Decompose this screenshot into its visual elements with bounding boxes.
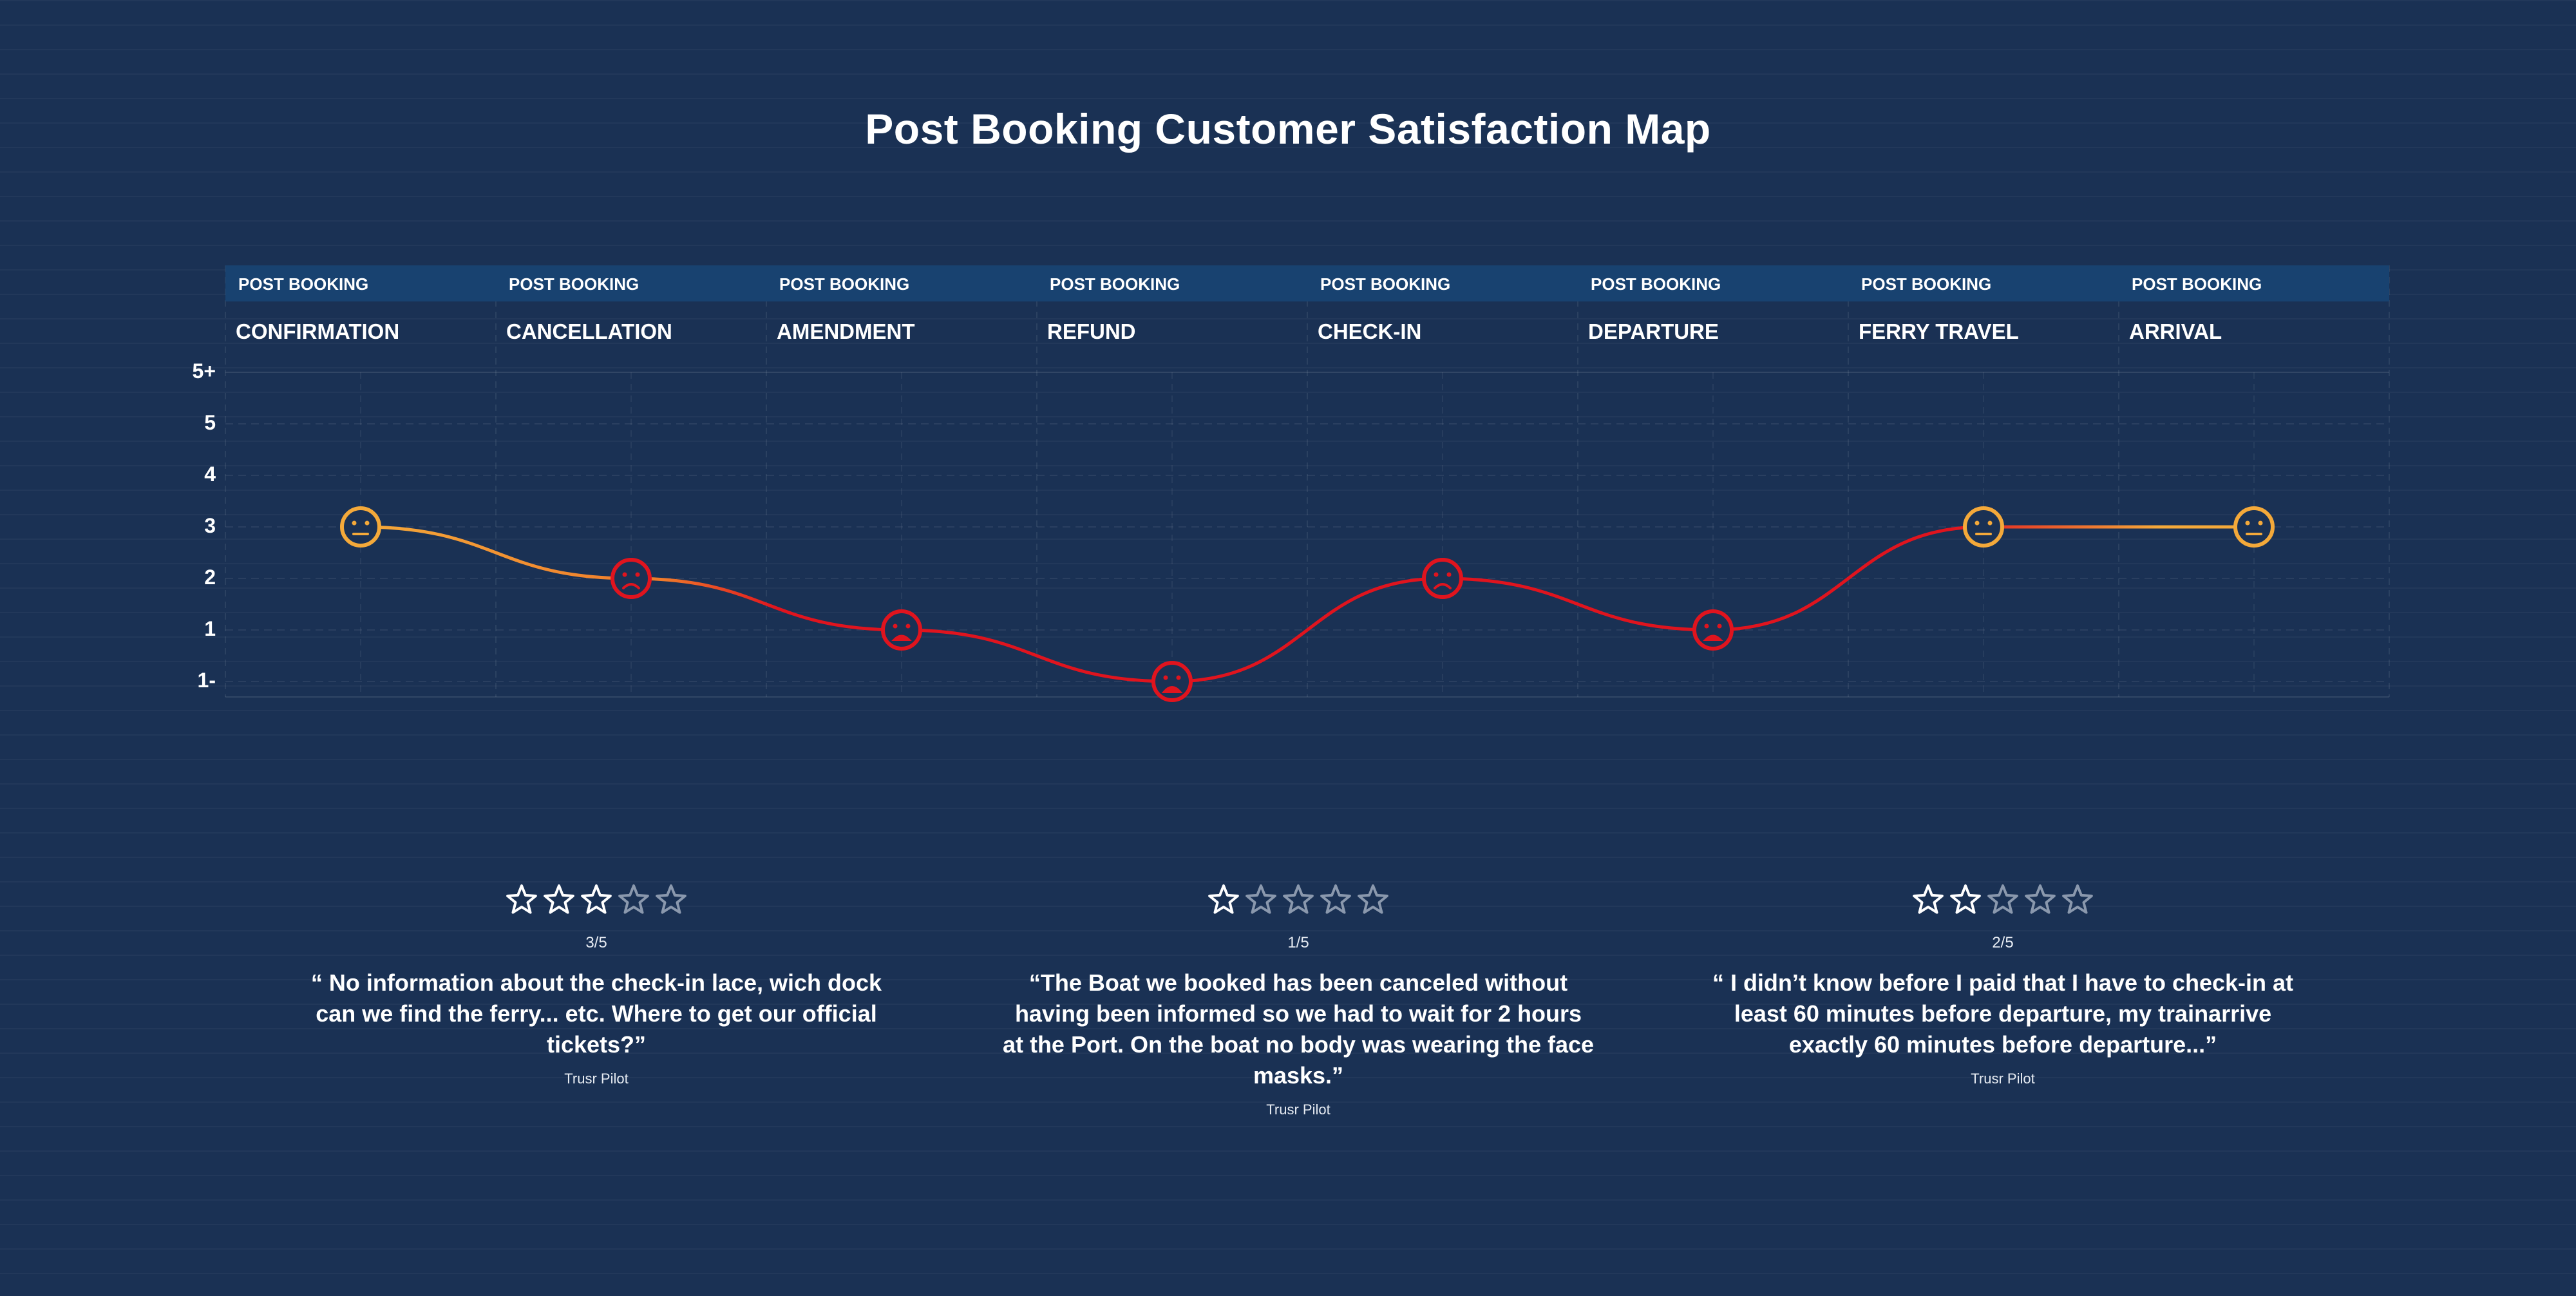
stage-name: ARRIVAL bbox=[2129, 319, 2222, 343]
stage-header-arrival: POST BOOKING ARRIVAL bbox=[2119, 265, 2389, 371]
review-card: 2/5 “ I didn’t know before I paid that I … bbox=[1694, 882, 2312, 1087]
stage-kicker-band: POST BOOKING bbox=[1307, 265, 1578, 301]
stage-name: REFUND bbox=[1047, 319, 1136, 343]
star-filled-icon bbox=[1950, 884, 1981, 914]
y-tick-label: 4 bbox=[204, 462, 216, 486]
stage-kicker-label: POST BOOKING bbox=[509, 274, 639, 294]
star-rating bbox=[1694, 882, 2312, 928]
stage-kicker-label: POST BOOKING bbox=[2132, 274, 2262, 294]
star-rating bbox=[287, 882, 905, 928]
very-upset-face-icon bbox=[1151, 661, 1193, 702]
star-empty-icon bbox=[618, 884, 649, 914]
review-quote: “ No information about the check-in lace… bbox=[310, 969, 882, 1058]
stage-kicker-band: POST BOOKING bbox=[2119, 265, 2389, 301]
stage-kicker-band: POST BOOKING bbox=[496, 265, 766, 301]
page-title: Post Booking Customer Satisfaction Map bbox=[865, 105, 1711, 153]
star-rating bbox=[989, 882, 1607, 928]
star-filled-icon bbox=[581, 884, 612, 914]
stage-kicker-band: POST BOOKING bbox=[766, 265, 1037, 301]
review-card: 3/5 “ No information about the check-in l… bbox=[287, 882, 905, 1087]
star-empty-icon bbox=[1987, 884, 2018, 914]
review-quote: “The Boat we booked has been canceled wi… bbox=[1002, 969, 1595, 1089]
stage-header-confirmation: POST BOOKING CONFIRMATION bbox=[225, 265, 496, 371]
stage-kicker-band: POST BOOKING bbox=[1037, 265, 1307, 301]
y-tick-label: 5+ bbox=[192, 359, 216, 383]
stage-kicker-label: POST BOOKING bbox=[1861, 274, 1992, 294]
y-tick-label: 1- bbox=[197, 669, 216, 692]
upset-face-icon bbox=[1692, 609, 1734, 651]
sad-face-icon bbox=[1422, 558, 1463, 599]
stage-header-refund: POST BOOKING REFUND bbox=[1037, 265, 1307, 371]
neutral-face-icon bbox=[340, 506, 381, 548]
stage-name: CANCELLATION bbox=[506, 319, 672, 343]
stage-name: AMENDMENT bbox=[777, 319, 915, 343]
rating-score: 2/5 bbox=[1992, 934, 2014, 951]
stage-name: FERRY TRAVEL bbox=[1859, 319, 2019, 343]
review-quote: “ I didn’t know before I paid that I hav… bbox=[1712, 969, 2294, 1058]
y-tick-label: 3 bbox=[204, 514, 216, 537]
star-filled-icon bbox=[544, 884, 574, 914]
star-filled-icon bbox=[506, 884, 537, 914]
stage-kicker-band: POST BOOKING bbox=[1848, 265, 2119, 301]
stage-name: DEPARTURE bbox=[1588, 319, 1719, 343]
y-tick-label: 1 bbox=[204, 617, 216, 640]
review-card: 1/5 “The Boat we booked has been canceled… bbox=[989, 882, 1607, 1118]
stage-kicker-band: POST BOOKING bbox=[1578, 265, 1848, 301]
stage-header-cancellation: POST BOOKING CANCELLATION bbox=[496, 265, 766, 371]
y-tick-label: 5 bbox=[204, 411, 216, 434]
review-source: Trusr Pilot bbox=[1266, 1101, 1331, 1118]
star-empty-icon bbox=[1358, 884, 1388, 914]
stage-kicker-label: POST BOOKING bbox=[1050, 274, 1180, 294]
sad-face-icon bbox=[611, 558, 652, 599]
star-empty-icon bbox=[1245, 884, 1276, 914]
stage-name: CHECK-IN bbox=[1318, 319, 1422, 343]
stage-kicker-label: POST BOOKING bbox=[1320, 274, 1451, 294]
stage-name: CONFIRMATION bbox=[236, 319, 400, 343]
star-filled-icon bbox=[1913, 884, 1944, 914]
star-empty-icon bbox=[2025, 884, 2056, 914]
y-tick-label: 2 bbox=[204, 566, 216, 589]
stage-header-ferry-travel: POST BOOKING FERRY TRAVEL bbox=[1848, 265, 2119, 371]
stage-kicker-label: POST BOOKING bbox=[238, 274, 369, 294]
neutral-face-icon bbox=[2233, 506, 2275, 548]
stage-kicker-band: POST BOOKING bbox=[225, 265, 496, 301]
satisfaction-line bbox=[360, 525, 2254, 683]
stage-header-departure: POST BOOKING DEPARTURE bbox=[1578, 265, 1848, 371]
stage-header-amendment: POST BOOKING AMENDMENT bbox=[766, 265, 1037, 371]
rating-score: 3/5 bbox=[585, 934, 607, 951]
review-source: Trusr Pilot bbox=[564, 1071, 629, 1087]
neutral-face-icon bbox=[1963, 506, 2004, 548]
stage-header-check-in: POST BOOKING CHECK-IN bbox=[1307, 265, 1578, 371]
star-empty-icon bbox=[656, 884, 687, 914]
star-empty-icon bbox=[2062, 884, 2093, 914]
star-filled-icon bbox=[1208, 884, 1239, 914]
review-source: Trusr Pilot bbox=[1971, 1071, 2035, 1087]
rating-score: 1/5 bbox=[1287, 934, 1309, 951]
chart-markers bbox=[340, 506, 2275, 702]
star-empty-icon bbox=[1320, 884, 1351, 914]
upset-face-icon bbox=[881, 609, 922, 651]
stage-kicker-label: POST BOOKING bbox=[779, 274, 910, 294]
star-empty-icon bbox=[1283, 884, 1314, 914]
stage-kicker-label: POST BOOKING bbox=[1591, 274, 1721, 294]
